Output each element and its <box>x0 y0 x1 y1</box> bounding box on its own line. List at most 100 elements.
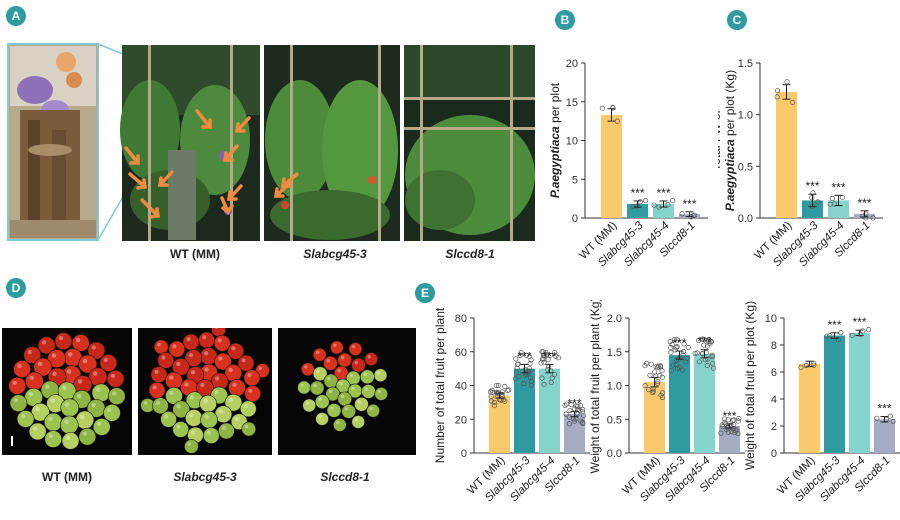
data-point <box>562 402 568 408</box>
fruit <box>239 400 257 418</box>
fruit <box>107 387 126 405</box>
data-point <box>493 383 499 389</box>
fruit-highlight <box>27 349 32 355</box>
data-point <box>491 403 498 409</box>
data-point <box>546 364 552 370</box>
fruit-highlight <box>152 385 157 390</box>
fruit <box>348 342 363 356</box>
y-tick-label: 0.0 <box>607 448 622 460</box>
bar-2 <box>849 332 870 453</box>
caption-a-slabcg45-3: Slabcg45-3 <box>303 247 367 261</box>
fruit-highlight <box>344 407 349 411</box>
fruit <box>91 383 111 403</box>
fruit-highlight <box>66 369 72 374</box>
fruit-highlight <box>234 416 239 421</box>
fruit <box>43 412 63 432</box>
data-point <box>545 367 551 373</box>
data-point <box>839 194 845 201</box>
y-tick-label: 4 <box>771 394 777 406</box>
data-point <box>695 337 702 344</box>
data-point <box>860 328 866 334</box>
y-axis-label: Total FW ofP.aegyptiaca per plot (Kg) <box>718 70 737 211</box>
y-tick-label: 0.0 <box>738 213 753 225</box>
fruit <box>99 354 118 372</box>
significance-label: *** <box>877 402 891 416</box>
fruit <box>172 421 190 438</box>
fruit <box>309 380 325 396</box>
fruit-highlight <box>28 391 34 397</box>
fruit-highlight <box>169 390 174 396</box>
fruit <box>330 340 344 355</box>
broomrape-inset-photo <box>7 43 99 241</box>
data-point <box>637 199 643 205</box>
fruit-highlight <box>65 435 71 441</box>
panel-badge-b: B <box>555 10 575 30</box>
data-point <box>684 355 690 362</box>
bar-0 <box>489 395 510 453</box>
data-point <box>668 349 674 355</box>
data-point <box>674 366 680 372</box>
data-point <box>516 373 522 379</box>
fruit-highlight <box>203 398 208 403</box>
fruit-highlight <box>221 426 226 431</box>
data-point <box>683 359 689 365</box>
fruit-highlight <box>337 368 341 373</box>
data-point <box>798 364 804 371</box>
significance-label: *** <box>852 315 866 329</box>
fruit-highlight <box>357 400 362 404</box>
data-point <box>824 333 830 339</box>
data-point <box>573 403 579 409</box>
bar-1 <box>627 204 648 218</box>
fruit <box>373 368 388 383</box>
fruit-highlight <box>29 375 35 381</box>
scale-bar <box>11 436 13 446</box>
slabcg45-3-field-photo <box>264 45 400 241</box>
fruit <box>37 336 56 355</box>
data-point <box>866 327 872 333</box>
data-point <box>568 402 574 408</box>
fruit-highlight <box>79 414 85 420</box>
y-tick-label: 0.5 <box>607 414 622 426</box>
data-point <box>647 372 653 378</box>
fruit-highlight <box>37 361 43 367</box>
fruit-highlight <box>77 379 83 384</box>
y-tick-label: 0 <box>771 448 777 460</box>
fruit-highlight <box>241 358 246 363</box>
y-tick-label: 20 <box>455 414 467 426</box>
fruit <box>224 393 243 412</box>
fruit-highlight <box>243 403 248 408</box>
data-point <box>541 381 547 387</box>
data-point <box>493 389 500 395</box>
fruit-highlight <box>204 367 209 372</box>
fruit <box>92 418 111 436</box>
data-point <box>831 201 838 207</box>
fruit <box>326 403 342 418</box>
svg-text:Number of total fruit per plan: Number of total fruit per plant <box>433 307 447 463</box>
y-tick-label: 2 <box>771 421 777 433</box>
fruit <box>153 339 169 355</box>
fruit-highlight <box>176 424 181 429</box>
fruit-highlight <box>51 353 57 358</box>
significance-label: *** <box>697 335 711 349</box>
fruit-highlight <box>339 381 343 386</box>
data-point <box>541 359 547 365</box>
data-point <box>660 390 666 396</box>
y-tick-label: 80 <box>455 313 467 325</box>
chart-e2: 0.0 0.5 1.0 1.5 2.0 Weight of total fruit per… <box>588 300 745 504</box>
fruit-highlight <box>231 346 236 351</box>
data-point <box>572 406 578 412</box>
y-tick-label: 1.5 <box>607 347 622 359</box>
fruit-highlight <box>340 355 345 360</box>
fruit-highlight <box>218 356 223 361</box>
fruit-highlight <box>228 367 233 373</box>
slccd8-1-field-photo <box>404 45 535 241</box>
chart-e3: 0 2 4 6 8 10 Weight of total fruit per plot (K… <box>743 301 900 504</box>
data-point <box>665 202 671 208</box>
data-point <box>809 195 815 201</box>
significance-label: *** <box>805 179 819 193</box>
svg-text:Weight of total fruit per plot: Weight of total fruit per plot (Kg) <box>743 301 757 470</box>
data-point <box>643 198 649 204</box>
panel-badge-e: E <box>415 283 435 303</box>
fruit-highlight <box>91 345 96 350</box>
